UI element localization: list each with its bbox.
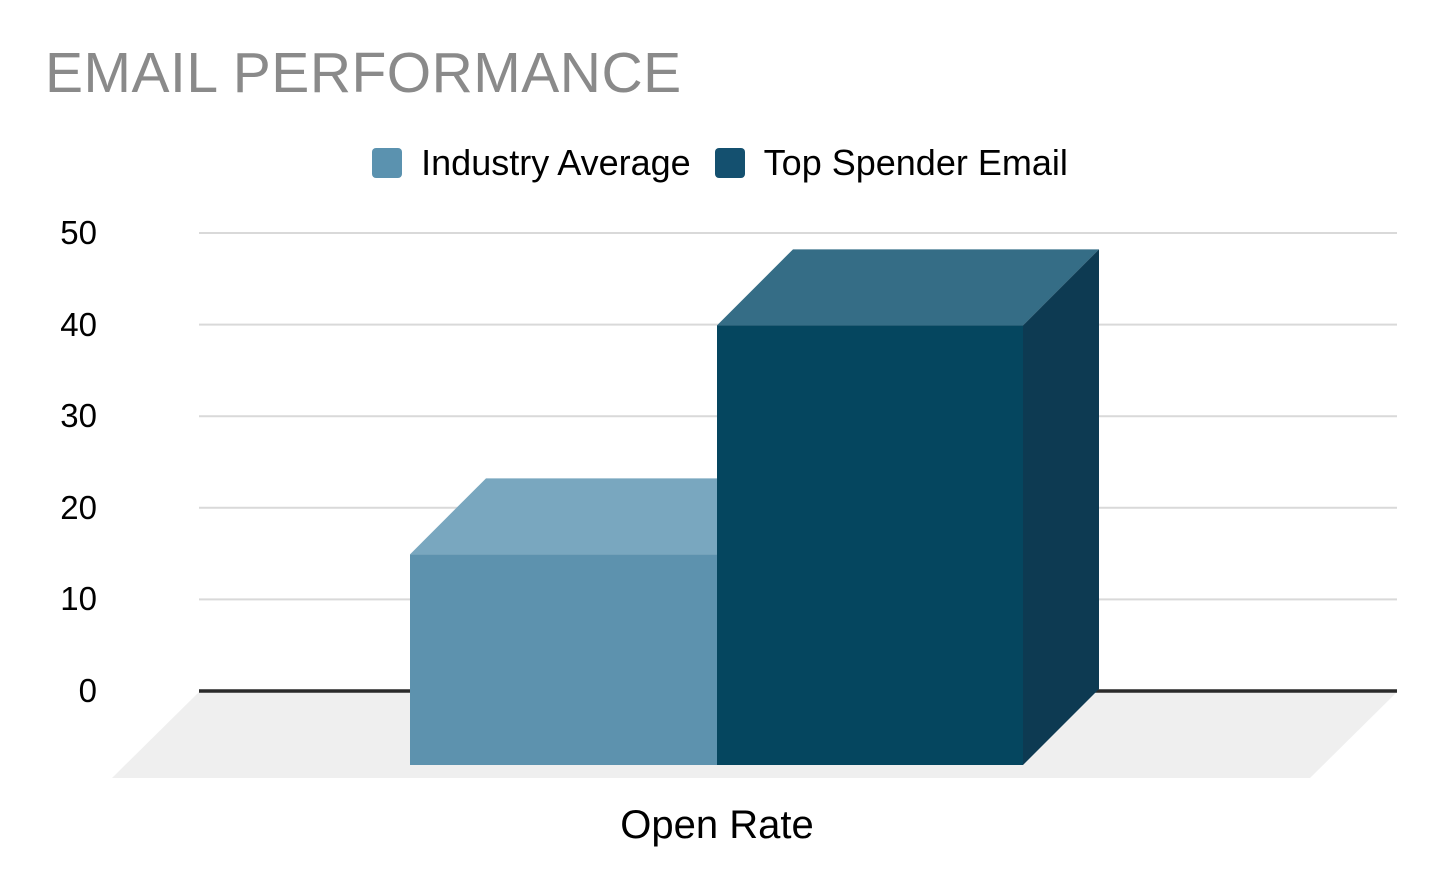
y-tick-label: 40 — [60, 305, 97, 343]
y-tick-label: 50 — [60, 214, 97, 251]
bar-top-spender-email-front-face[interactable] — [717, 325, 1023, 765]
y-tick-label: 10 — [60, 580, 97, 618]
bar-industry-average-top-face[interactable] — [410, 478, 793, 555]
y-tick-label: 30 — [60, 397, 97, 435]
chart-title: EMAIL PERFORMANCE — [45, 41, 682, 105]
bar-top-spender-email-top-face[interactable] — [717, 249, 1099, 326]
bar-top-spender-email-side-face[interactable] — [1023, 249, 1099, 765]
y-tick-label: 0 — [78, 672, 97, 709]
y-tick-label: 20 — [60, 488, 97, 526]
legend-item-industry-average[interactable]: Industry Average — [372, 143, 691, 183]
legend-label: Industry Average — [421, 142, 691, 183]
legend-item-top-spender-email[interactable]: Top Spender Email — [714, 142, 1068, 183]
legend-swatch-icon — [372, 148, 403, 178]
bar-industry-average-front-face[interactable] — [410, 554, 717, 765]
legend: Industry Average Top Spender Email — [0, 141, 1440, 185]
x-axis-category-label: Open Rate — [620, 803, 814, 847]
legend-swatch-icon — [714, 148, 745, 178]
legend-label: Top Spender Email — [763, 142, 1068, 183]
